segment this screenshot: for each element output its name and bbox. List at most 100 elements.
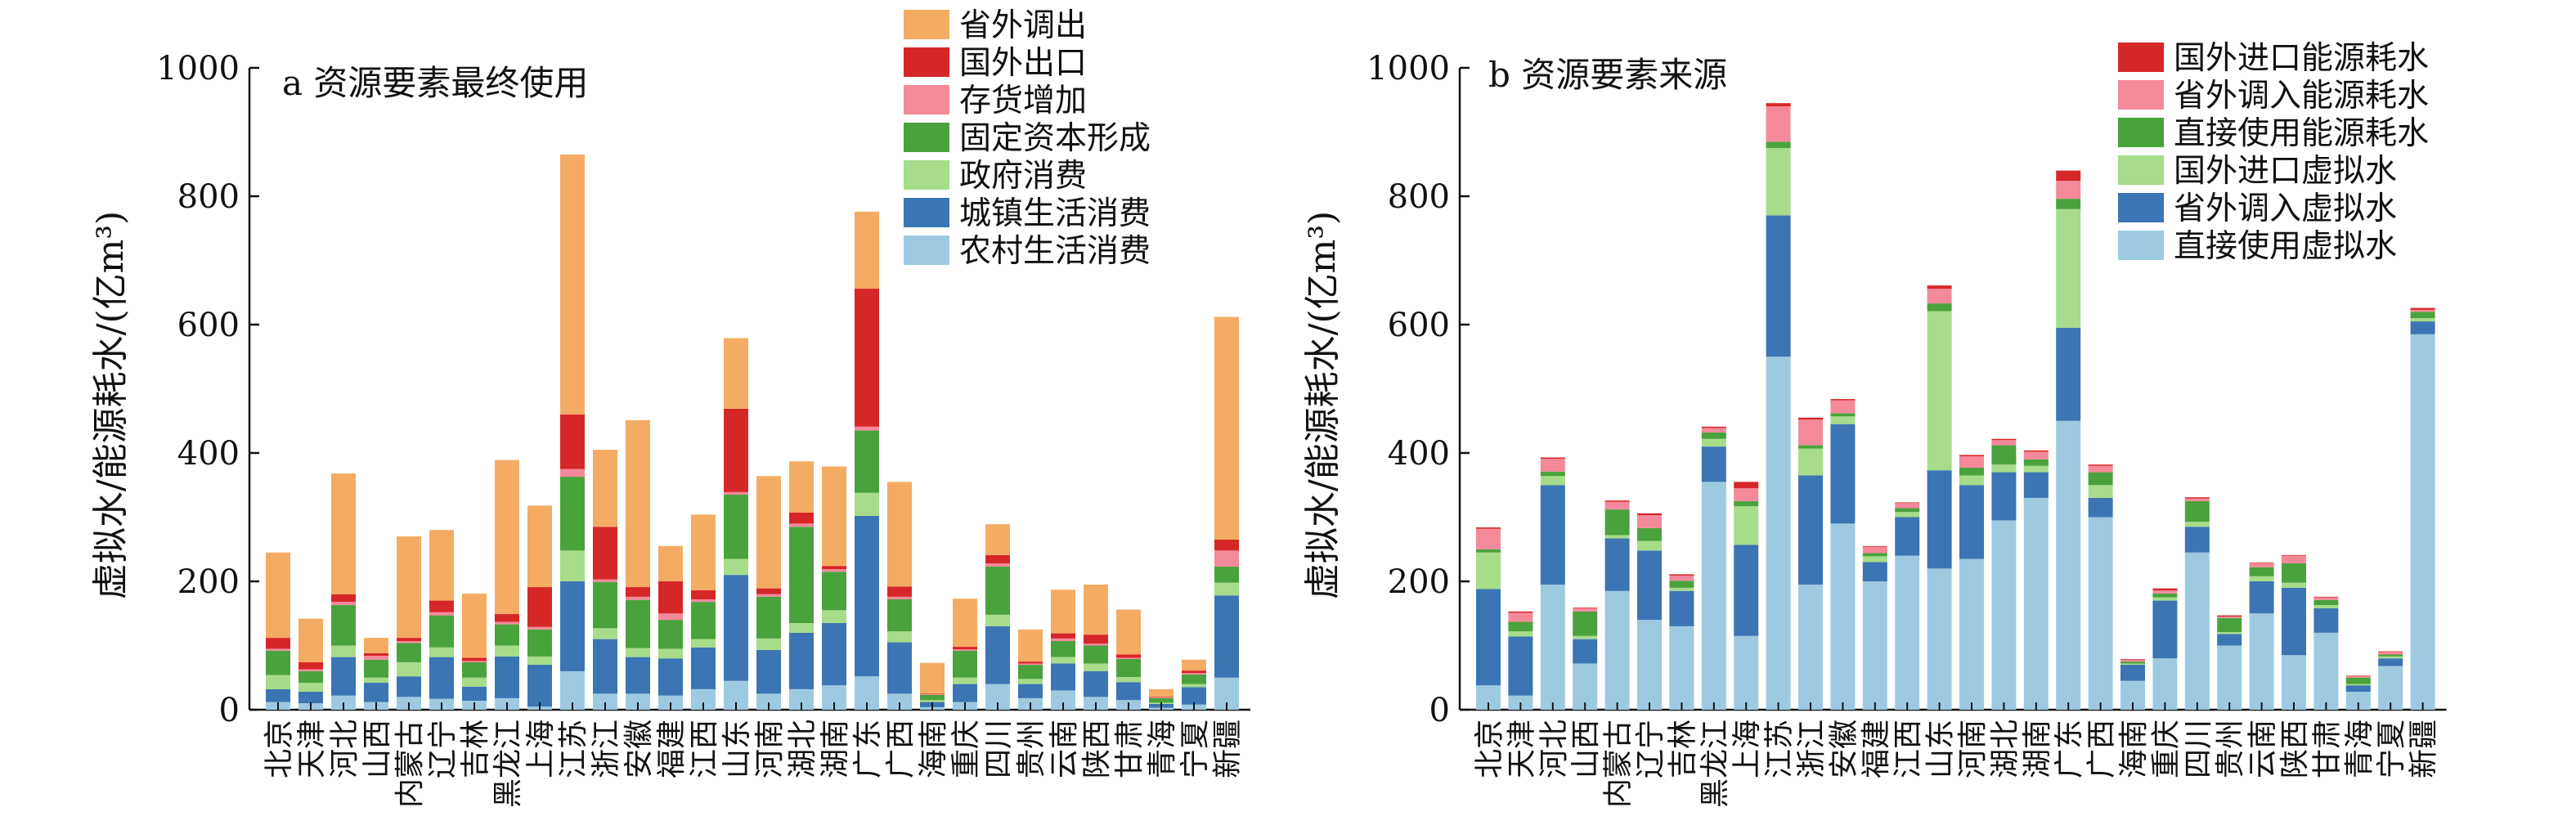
bar-segment [2056, 170, 2081, 182]
bar-segment [527, 665, 552, 707]
bar-segment [1959, 558, 1984, 710]
bar-segment [1084, 634, 1108, 644]
bar-stack-云南 [1051, 590, 1075, 710]
bar-segment [364, 638, 388, 653]
bar-segment [1182, 659, 1206, 671]
bar-segment [920, 693, 945, 695]
x-tick-label: 青海 [1146, 720, 1179, 778]
x-tick-label: 安徽 [622, 720, 656, 778]
bar-segment [691, 639, 716, 648]
bar-segment [2217, 617, 2242, 633]
bar-segment [2217, 632, 2242, 634]
bar-segment [2249, 567, 2274, 576]
bar-segment [756, 638, 781, 650]
bar-segment [691, 599, 716, 603]
bar-segment [626, 657, 650, 694]
bar-segment [2313, 605, 2339, 608]
x-tick-label: 四川 [982, 720, 1016, 778]
x-tick-label: 宁夏 [2375, 720, 2408, 778]
bar-segment [626, 596, 650, 600]
x-tick-label: 北京 [263, 720, 296, 778]
bar-segment [331, 645, 356, 657]
legend-label: 城镇生活消费 [959, 195, 1151, 232]
bar-stack-湖南 [822, 466, 846, 710]
bar-segment [953, 599, 977, 648]
bar-segment [560, 154, 585, 415]
bar-segment [1959, 468, 1984, 476]
x-tick-label: 内蒙古 [1602, 720, 1636, 808]
bar-segment [2152, 597, 2178, 601]
bar-segment [887, 642, 912, 694]
bar-stack-广西 [2088, 464, 2113, 710]
bar-segment [1084, 670, 1108, 697]
bar-stack-贵州 [1018, 629, 1043, 710]
bar-segment [1051, 663, 1075, 691]
x-tick-label: 河北 [1537, 720, 1571, 778]
bar-stack-宁夏 [2378, 651, 2403, 710]
bar-segment [1116, 609, 1141, 655]
x-tick-label: 上海 [1730, 720, 1764, 778]
legend-swatch [2118, 155, 2164, 185]
bar-segment [1604, 509, 1630, 536]
bar-stack-广东 [2056, 170, 2081, 710]
y-tick-label: 600 [1388, 307, 1450, 344]
bar-segment [462, 657, 487, 661]
bar-segment [855, 289, 879, 427]
bar-segment [2313, 596, 2339, 598]
x-tick-label: 江西 [1892, 720, 1925, 778]
x-tick-label: 内蒙古 [393, 720, 427, 808]
x-tick-label: 河南 [753, 720, 787, 778]
bar-segment [1991, 464, 2017, 473]
x-tick-label: 甘肃 [2310, 720, 2344, 778]
bar-stack-山东 [1927, 285, 1952, 710]
bar-stack-甘肃 [1116, 609, 1141, 710]
bar-segment [626, 693, 650, 710]
bar-segment [1798, 475, 1823, 585]
bar-segment [397, 643, 421, 662]
bar-segment [1669, 575, 1694, 581]
bar-segment [626, 419, 650, 588]
bar-segment [2282, 655, 2306, 710]
bar-segment [266, 638, 290, 649]
x-tick-label: 黑龙江 [1699, 720, 1732, 808]
legend-label: 国外出口 [959, 45, 1087, 82]
legend-swatch [2118, 80, 2164, 110]
x-tick-label: 江苏 [557, 720, 590, 778]
bar-segment [887, 596, 912, 599]
bar-segment [593, 579, 617, 582]
x-tick-label: 新疆 [1211, 720, 1245, 778]
bar-segment [2023, 450, 2049, 452]
bar-segment [495, 624, 519, 646]
bar-segment [1669, 574, 1694, 576]
bar-segment [887, 631, 912, 643]
bar-segment [822, 466, 846, 567]
bar-segment [331, 473, 356, 594]
bar-segment [1573, 608, 1598, 612]
x-tick-label: 福建 [1860, 720, 1893, 778]
bar-segment [1214, 566, 1239, 583]
bar-segment [855, 430, 879, 493]
bar-stack-江西 [691, 514, 716, 710]
bar-segment [2023, 472, 2049, 498]
bar-segment [2056, 208, 2081, 328]
bar-segment [1573, 611, 1598, 636]
bar-segment [2023, 451, 2049, 460]
bar-segment [1051, 590, 1075, 634]
bar-segment [1149, 688, 1174, 697]
bar-segment [658, 581, 683, 614]
bar-segment [985, 563, 1010, 567]
legend-swatch [904, 10, 949, 39]
bar-segment [1540, 584, 1565, 710]
bar-segment [2282, 555, 2306, 564]
bar-stack-湖北 [1991, 438, 2017, 710]
legend-swatch [2118, 193, 2164, 222]
bar-segment [822, 610, 846, 624]
x-tick-label: 福建 [655, 720, 689, 778]
bar-segment [658, 648, 683, 659]
bar-stack-山西 [364, 638, 388, 710]
bar-stack-福建 [1862, 545, 1887, 710]
bar-segment [756, 476, 781, 589]
bar-segment [1508, 612, 1533, 622]
bar-segment [1830, 413, 1856, 417]
bar-stack-河南 [1959, 455, 1984, 710]
